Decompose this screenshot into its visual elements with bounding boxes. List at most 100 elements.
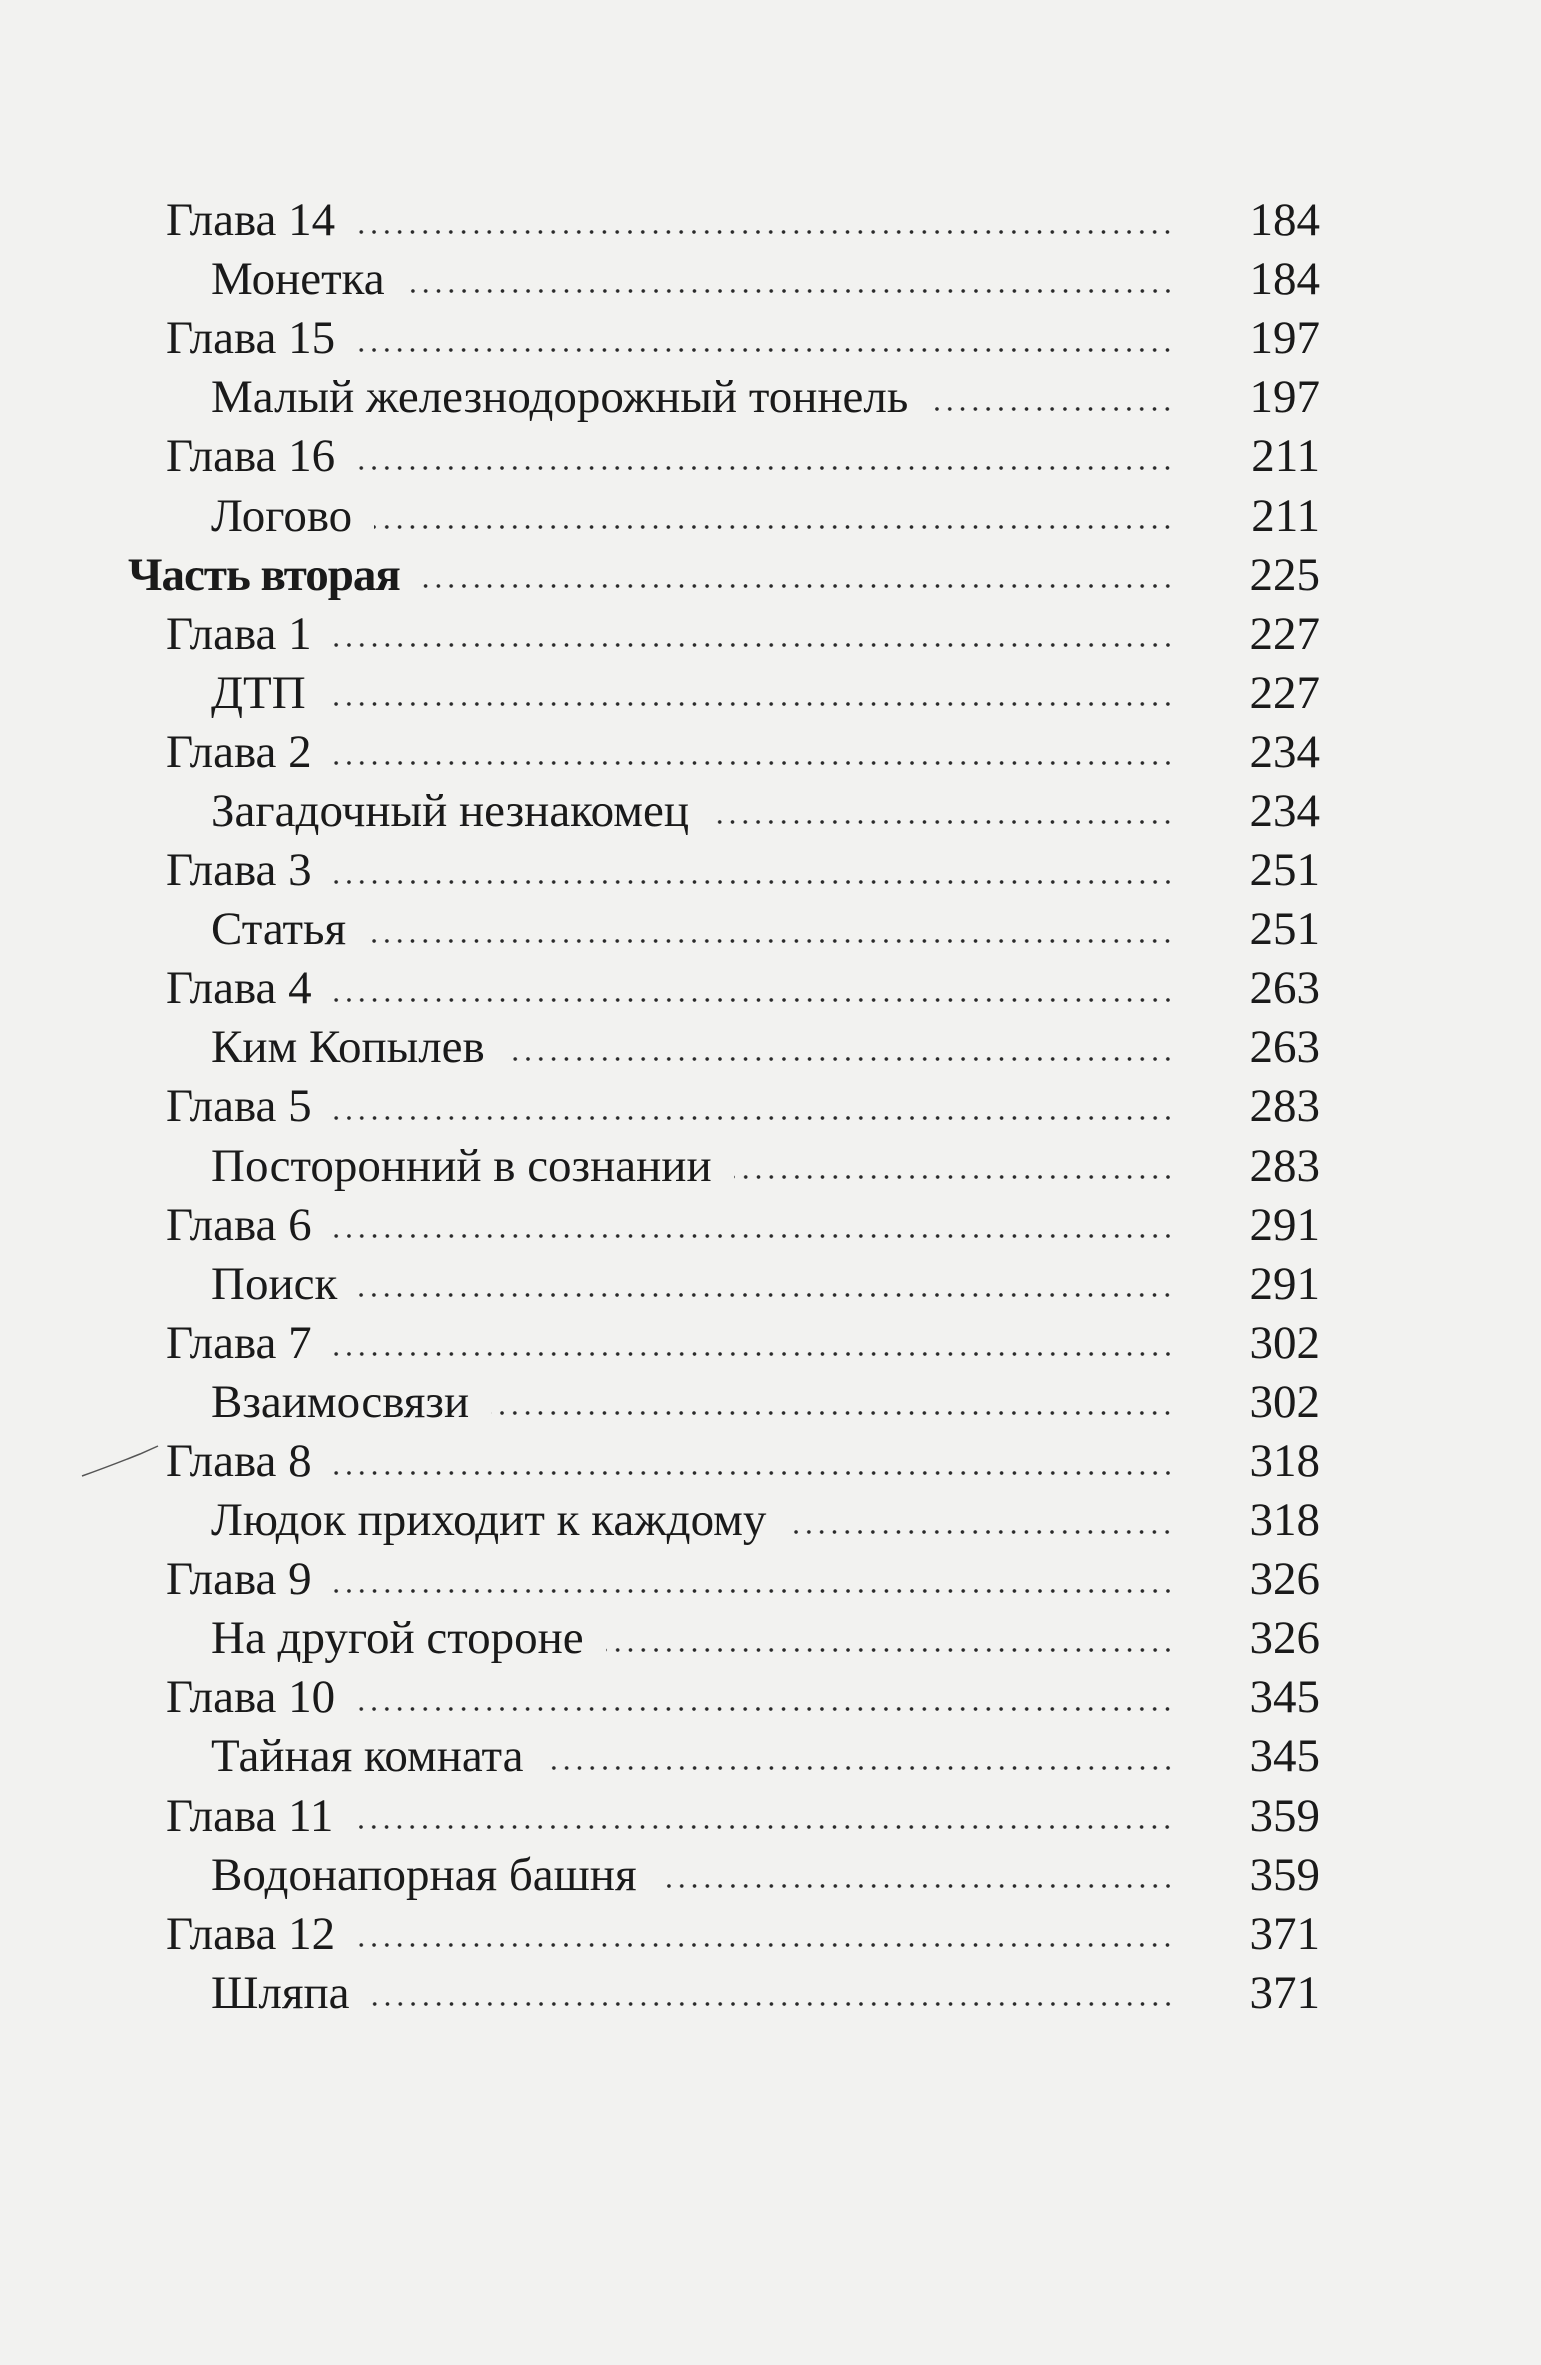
toc-page-number: 263 <box>1249 962 1321 1015</box>
toc-page-number: 283 <box>1249 1080 1321 1133</box>
leader-wrap <box>333 739 1174 766</box>
toc-title: Глава 14 <box>166 194 336 247</box>
toc-entry-section: Малый железнодорожный тоннель 197 <box>0 368 1541 427</box>
leader-wrap <box>374 503 1174 530</box>
toc-page-number: 227 <box>1249 666 1321 719</box>
leader-wrap <box>327 680 1174 707</box>
dot-leader <box>357 1706 1174 1711</box>
toc-page-number: 345 <box>1249 1671 1321 1724</box>
toc-title: Глава 9 <box>166 1553 312 1606</box>
toc-entry-chapter: Глава 5 283 <box>0 1077 1541 1136</box>
dot-leader <box>357 229 1174 234</box>
toc-page-number: 211 <box>1251 489 1320 542</box>
dot-leader <box>406 288 1174 293</box>
toc-title: Загадочный незнакомец <box>211 784 689 837</box>
leader-wrap <box>357 1921 1174 1948</box>
leader-wrap <box>333 858 1174 884</box>
toc-page-number: 263 <box>1249 1021 1321 1074</box>
leader-wrap <box>368 917 1174 943</box>
toc-title: Глава 16 <box>166 430 336 483</box>
toc-title: ДТП <box>211 666 306 719</box>
toc-title: Водонапорная башня <box>211 1848 637 1901</box>
leader-wrap <box>711 798 1174 825</box>
toc-entry-chapter: Глава 1 227 <box>0 605 1541 664</box>
toc-title: Логово <box>211 489 353 542</box>
toc-page-number: 359 <box>1249 1848 1321 1901</box>
leader-wrap <box>359 1271 1174 1298</box>
leader-wrap <box>930 385 1174 411</box>
dot-leader <box>658 1884 1174 1889</box>
leader-wrap <box>545 1744 1174 1770</box>
dot-leader <box>357 1943 1174 1948</box>
toc-entry-section: ДТП 227 <box>0 664 1541 723</box>
dot-leader <box>333 1470 1174 1475</box>
dot-leader <box>374 525 1174 530</box>
toc-title: Часть вторая <box>128 548 401 601</box>
toc-title: Глава 6 <box>166 1198 312 1251</box>
toc-entry-section: Водонапорная башня 359 <box>0 1846 1541 1905</box>
toc-entry-section: Поиск 291 <box>0 1255 1541 1314</box>
toc-entry-section: Шляпа 371 <box>0 1964 1541 2023</box>
leader-wrap <box>333 1567 1174 1593</box>
toc-title: На другой стороне <box>211 1612 584 1665</box>
toc-entry-section: Людок приходит к каждому 318 <box>0 1491 1541 1550</box>
leader-wrap <box>333 1330 1174 1357</box>
toc-entry-section: Взаимосвязи 302 <box>0 1373 1541 1432</box>
leader-wrap <box>333 976 1174 1002</box>
toc-page-number: 251 <box>1249 903 1321 956</box>
toc-title: Поиск <box>211 1257 338 1310</box>
leader-wrap <box>605 1626 1174 1652</box>
leader-wrap <box>357 1685 1174 1711</box>
toc-page-number: 251 <box>1249 844 1321 897</box>
toc-title: Глава 10 <box>166 1671 336 1724</box>
toc-title: Монетка <box>211 253 385 306</box>
toc-entry-section: Логово 211 <box>0 486 1541 545</box>
leader-wrap <box>406 267 1174 293</box>
dot-leader <box>333 879 1174 884</box>
leader-wrap <box>491 1389 1174 1416</box>
dot-leader <box>333 643 1174 648</box>
toc-title: Статья <box>211 903 347 956</box>
toc-entry-chapter: Глава 7 302 <box>0 1314 1541 1373</box>
dot-leader <box>355 1825 1174 1830</box>
toc-page-number: 197 <box>1249 312 1321 365</box>
toc-title: Людок приходит к каждому <box>211 1494 767 1547</box>
leader-wrap <box>371 1980 1174 2007</box>
toc-title: Глава 2 <box>166 725 312 778</box>
leader-wrap <box>506 1035 1174 1061</box>
toc-title: Глава 1 <box>166 607 312 660</box>
toc-page-number: 227 <box>1249 607 1321 660</box>
toc-page-number: 234 <box>1249 784 1321 837</box>
dot-leader <box>333 1588 1174 1593</box>
leader-wrap <box>333 1212 1174 1239</box>
toc-title: Глава 12 <box>166 1907 336 1960</box>
dot-leader <box>357 465 1174 470</box>
toc-entry-section: На другой стороне 326 <box>0 1609 1541 1668</box>
pencil-mark <box>81 1445 159 1477</box>
table-of-contents: Глава 14 184 Монетка 184 Глава 15 197 Малый же… <box>0 191 1541 2023</box>
dot-leader <box>333 1115 1174 1120</box>
dot-leader <box>371 2002 1174 2007</box>
leader-wrap <box>421 562 1174 589</box>
toc-page-number: 291 <box>1249 1198 1321 1251</box>
toc-page-number: 211 <box>1251 430 1320 483</box>
toc-entry-chapter: Глава 4 263 <box>0 959 1541 1018</box>
toc-title: Глава 4 <box>166 962 312 1015</box>
dot-leader <box>368 938 1174 943</box>
dot-leader <box>333 1234 1174 1239</box>
dot-leader <box>788 1529 1174 1534</box>
dot-leader <box>421 584 1174 589</box>
leader-wrap <box>357 444 1174 470</box>
toc-title: Малый железнодорожный тоннель <box>211 371 909 424</box>
toc-entry-section: Тайная комната 345 <box>0 1727 1541 1786</box>
leader-wrap <box>333 1094 1174 1120</box>
toc-entry-chapter: Глава 10 345 <box>0 1668 1541 1727</box>
toc-page-number: 371 <box>1249 1966 1321 2019</box>
toc-title: Глава 15 <box>166 312 336 365</box>
toc-entry-section: Монетка 184 <box>0 250 1541 309</box>
toc-page-number: 184 <box>1249 194 1321 247</box>
toc-title: Глава 7 <box>166 1316 312 1369</box>
dot-leader <box>711 820 1174 825</box>
toc-title: Глава 8 <box>166 1435 312 1488</box>
toc-page-number: 225 <box>1249 548 1321 601</box>
